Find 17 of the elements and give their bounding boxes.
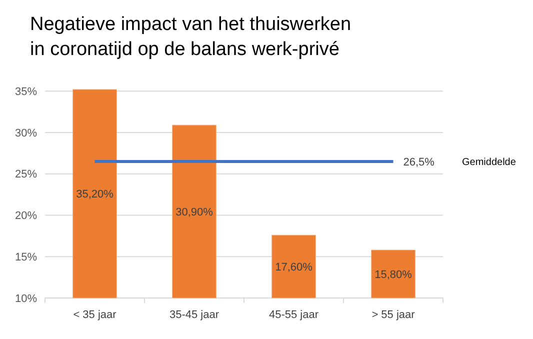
x-tick-label: 45-55 jaar: [268, 309, 319, 321]
x-tick-label: > 55 jaar: [372, 309, 416, 321]
chart-title: Negatieve impact van het thuiswerken in coronatijd op de balans werk-privé: [30, 14, 352, 60]
data-label: 35,20%: [76, 188, 114, 201]
ref-line-label: 26,5%: [403, 156, 435, 168]
y-tick-label: 25%: [14, 168, 38, 181]
x-tick-label: 35-45 jaar: [169, 309, 220, 321]
data-label: 30,90%: [176, 206, 214, 218]
y-tick-label: 35%: [14, 86, 38, 98]
y-tick-label: 20%: [14, 210, 38, 222]
data-label: 15,80%: [374, 268, 412, 281]
y-tick-label: 30%: [14, 127, 38, 140]
y-tick-label: 10%: [14, 292, 38, 305]
text: Gemiddelde: [462, 156, 516, 168]
y-tick-label: 15%: [14, 251, 38, 264]
data-label: 17,60%: [275, 261, 313, 274]
x-tick-label: < 35 jaar: [73, 309, 117, 321]
